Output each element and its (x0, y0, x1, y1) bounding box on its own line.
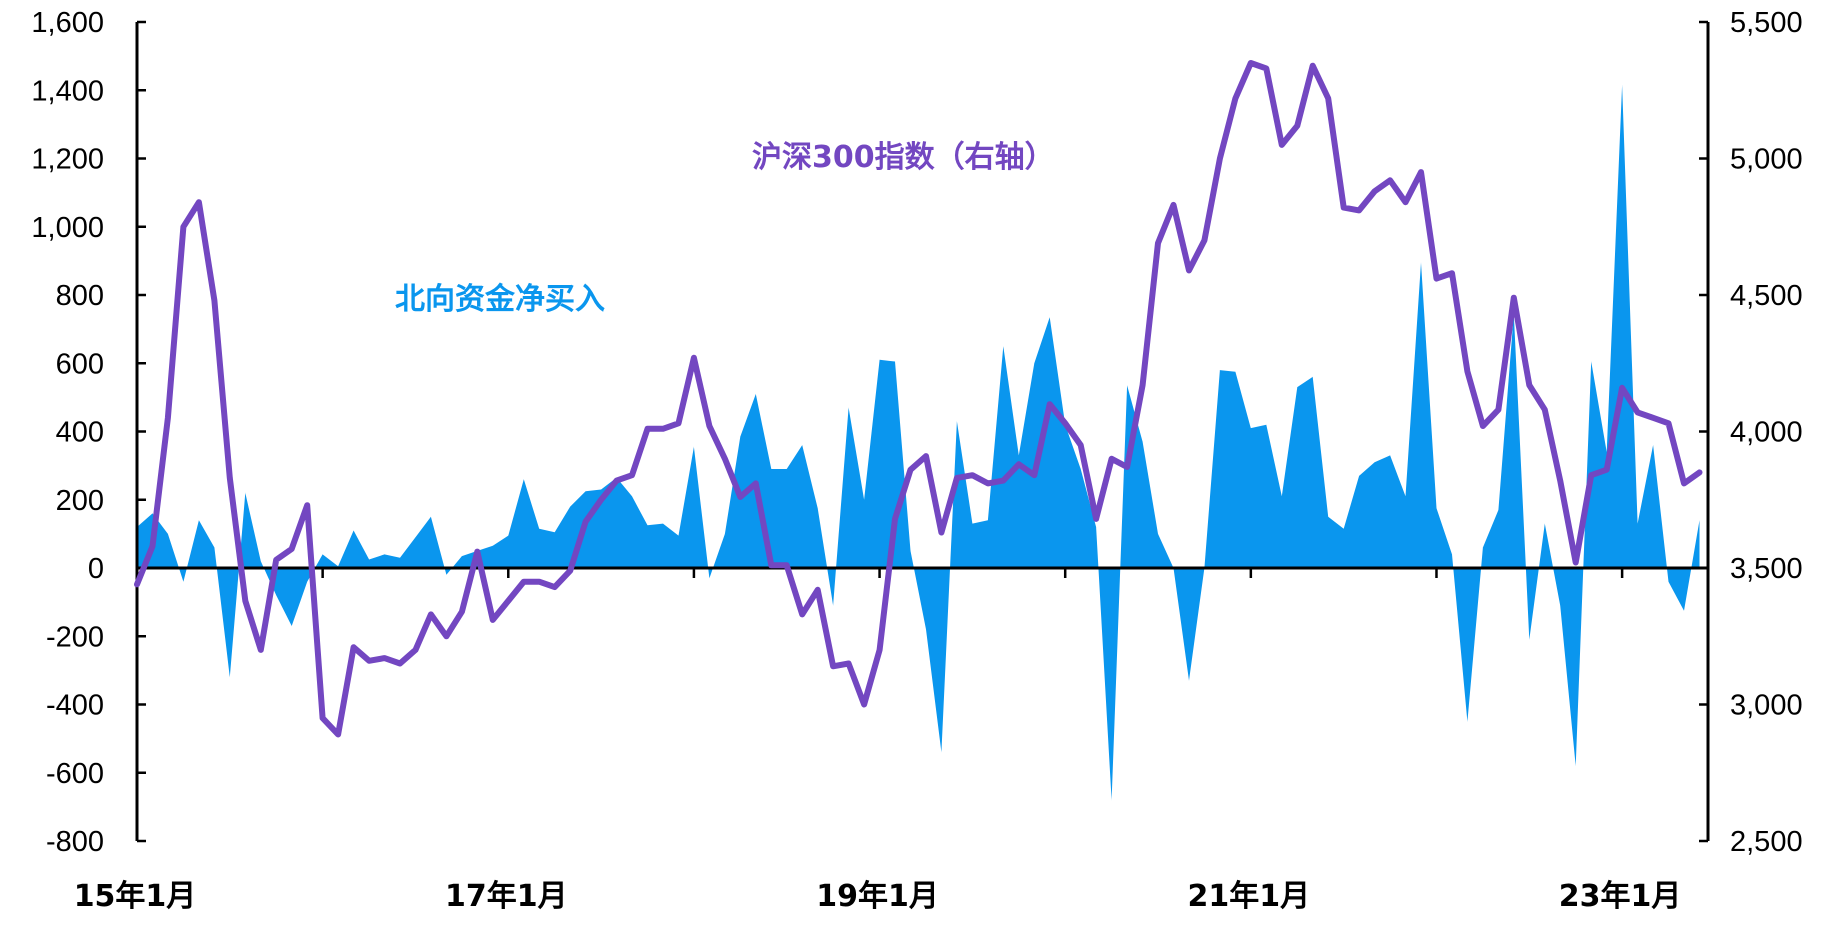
x-axis-tick-label: 21年1月 (1188, 879, 1311, 914)
right-axis-tick-label: 5,000 (1730, 144, 1803, 176)
tick-label-layer: -800 -600 -400 -200 0 200 400 600 800 1,000 1,200 1… (31, 7, 1802, 914)
hs300-line (134, 60, 1703, 738)
x-axis-tick-label: 23年1月 (1559, 879, 1682, 914)
x-axis-tick-label: 15年1月 (74, 879, 197, 914)
left-axis-tick-label: 1,000 (31, 212, 104, 244)
left-axis-tick-label: 200 (56, 485, 104, 517)
left-axis-tick-label: -600 (46, 758, 104, 790)
northbound-area (137, 85, 1700, 801)
left-axis-tick-label: -400 (46, 690, 104, 722)
left-axis-tick-label: 600 (56, 348, 104, 380)
right-axis-tick-label: 5,500 (1730, 7, 1803, 39)
right-axis-tick-label: 4,500 (1730, 280, 1803, 312)
left-axis-tick-label: 1,200 (31, 144, 104, 176)
right-axis-tick-label: 4,000 (1730, 417, 1803, 449)
left-axis-tick-label: 0 (88, 553, 104, 585)
hs300-line-layer (134, 60, 1703, 738)
right-axis-tick-label: 3,500 (1730, 553, 1803, 585)
left-axis-tick-label: 1,600 (31, 7, 104, 39)
series-label-hs300: 沪深300指数（右轴） (752, 140, 1055, 175)
axes-layer (135, 20, 1710, 843)
left-axis-tick-label: -800 (46, 826, 104, 858)
left-axis-tick-label: -200 (46, 621, 104, 653)
right-axis-tick-label: 2,500 (1730, 826, 1803, 858)
x-axis-tick-label: 19年1月 (816, 879, 939, 914)
northbound-area-layer (136, 85, 1700, 801)
left-axis-tick-label: 400 (56, 417, 104, 449)
left-axis-tick-label: 800 (56, 280, 104, 312)
left-axis-tick-label: 1,400 (31, 75, 104, 107)
x-axis-tick-label: 17年1月 (445, 879, 568, 914)
series-label-northbound: 北向资金净买入 (395, 282, 605, 317)
right-axis-tick-label: 3,000 (1730, 690, 1803, 722)
